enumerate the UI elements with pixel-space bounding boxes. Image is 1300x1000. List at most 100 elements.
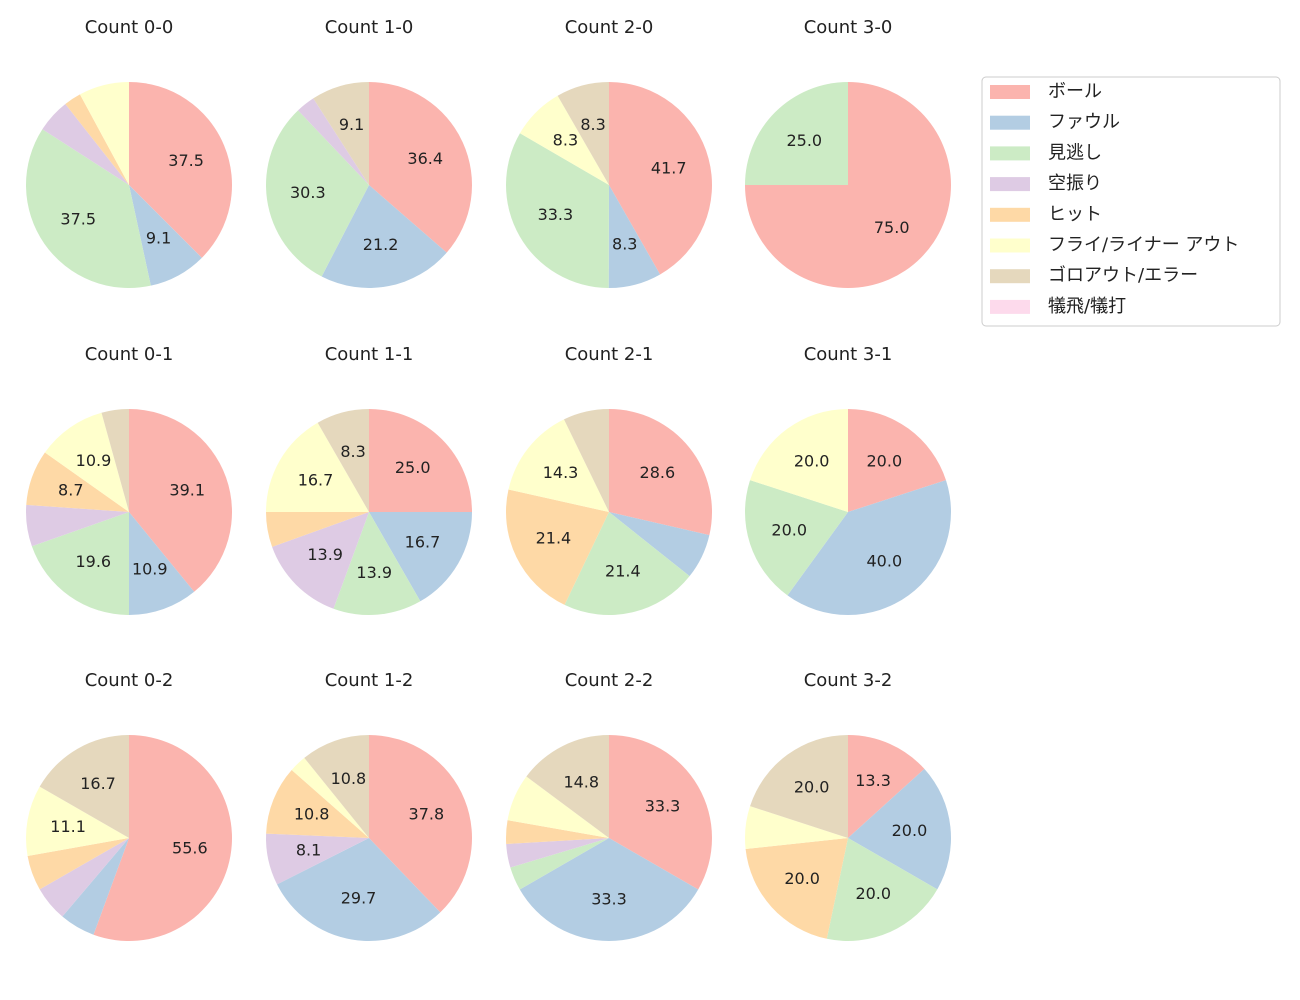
legend-swatch	[990, 299, 1030, 314]
slice-label: 37.5	[60, 210, 96, 229]
pie-slice	[25, 129, 151, 289]
legend-label: ボール	[1048, 81, 1102, 102]
pie-title: Count 2-1	[565, 344, 654, 365]
pie-slice	[507, 776, 609, 838]
slice-label: 13.3	[855, 771, 891, 790]
legend-label: 犠飛/犠打	[1048, 296, 1126, 317]
pie-slice	[609, 82, 712, 275]
slice-label: 28.6	[640, 463, 676, 482]
pie-slice	[25, 504, 130, 547]
pie: Count 0-1 39.1 10.9 19.6 8.7 10.9	[25, 344, 232, 615]
slice-label: 20.0	[771, 521, 807, 540]
slice-label: 29.7	[341, 888, 377, 907]
legend-swatch	[990, 207, 1030, 222]
pie-slice	[317, 409, 369, 512]
slice-label: 20.0	[855, 884, 891, 903]
pie-slice	[750, 409, 848, 512]
legend-swatch	[990, 146, 1030, 161]
pie-title: Count 3-1	[804, 344, 893, 365]
slice-label: 30.3	[290, 183, 326, 202]
slice-label: 20.0	[794, 452, 830, 471]
slice-label: 25.0	[395, 458, 431, 477]
slice-label: 8.3	[612, 234, 637, 253]
pie-title: Count 2-0	[565, 17, 654, 38]
pie: Count 1-1 25.0 16.7 13.9 13.9 16.7 8.3	[266, 344, 472, 615]
pie-slice	[298, 98, 369, 185]
slice-label: 41.7	[651, 159, 687, 178]
legend-label: ヒット	[1048, 204, 1102, 225]
legend-swatch	[990, 238, 1030, 253]
pie-slice	[526, 735, 609, 838]
pie-slice	[745, 838, 848, 939]
pie-slice	[31, 512, 129, 615]
pie-slice	[510, 838, 609, 890]
pie-slice	[266, 512, 369, 547]
slice-label: 21.4	[605, 562, 641, 581]
pie-slice	[101, 409, 129, 512]
slice-label: 20.0	[794, 778, 830, 797]
slice-label: 20.0	[892, 821, 928, 840]
slice-label: 14.3	[543, 463, 579, 482]
pie-slice	[26, 452, 130, 512]
slice-label: 33.3	[538, 205, 574, 224]
pie-title: Count 0-1	[85, 344, 174, 365]
pie-slice	[79, 82, 129, 185]
pie-slice	[42, 104, 130, 185]
pie-slice	[65, 94, 129, 185]
pie-slice	[609, 735, 712, 890]
slice-label: 25.0	[786, 131, 822, 150]
pie-slice	[826, 838, 938, 941]
slice-label: 9.1	[146, 229, 171, 248]
slice-label: 10.9	[132, 560, 168, 579]
pie-slice	[563, 409, 609, 512]
pie: Count 1-2 37.8 29.7 8.1 10.810.8	[266, 670, 473, 941]
legend-swatch	[990, 269, 1030, 284]
slice-label: 10.9	[76, 451, 112, 470]
pie-title: Count 3-2	[804, 670, 893, 691]
pie-slice	[506, 133, 609, 288]
pie: Count 2-041.78.333.38.38.3	[506, 17, 712, 288]
pie-slice	[44, 412, 130, 512]
pie-slice	[277, 838, 441, 941]
pie: Count 1-0 36.4 21.2 30.3 9.1	[266, 17, 472, 288]
slice-label: 75.0	[874, 218, 910, 237]
pie-slice	[39, 735, 129, 838]
slice-label: 8.3	[553, 131, 578, 150]
slice-label: 8.7	[58, 481, 83, 500]
slice-label: 11.1	[50, 817, 86, 836]
pie-slice	[321, 185, 447, 288]
pie: Count 3-2 13.3 20.0 20.0 20.0 20.0	[745, 670, 952, 941]
slice-label: 37.5	[168, 151, 204, 170]
pie-slice	[609, 512, 710, 577]
slice-label: 10.8	[331, 769, 367, 788]
pie-slice	[62, 838, 129, 935]
pie-slice	[608, 185, 661, 288]
pie-slice	[266, 110, 369, 277]
pie-slice	[506, 820, 609, 844]
pie-slice	[564, 512, 690, 615]
pie-title: Count 1-2	[325, 670, 414, 691]
pie: Count 3-1 20.0 40.0 20.0 20.0	[745, 344, 951, 615]
slice-label: 8.3	[580, 115, 605, 134]
pie-slice	[291, 757, 369, 838]
pie: Count 0-2 55.6 11.1 16.7	[25, 670, 233, 941]
pie-slice	[519, 95, 609, 185]
pie-title: Count 1-1	[325, 344, 414, 365]
pie-slice	[745, 82, 848, 185]
slice-label: 40.0	[867, 551, 903, 570]
slice-label: 14.8	[563, 772, 599, 791]
pie-slice	[369, 82, 472, 253]
slice-label: 20.0	[784, 869, 820, 888]
slice-label: 9.1	[339, 115, 364, 134]
slice-label: 10.8	[294, 804, 330, 823]
pie-slice	[557, 82, 609, 185]
legend-label: ゴロアウト/エラー	[1048, 265, 1198, 286]
legend-label: 空振り	[1048, 173, 1102, 194]
pie-slice	[745, 806, 848, 849]
legend-frame	[981, 76, 1281, 327]
pie-slice	[93, 735, 233, 941]
slice-label: 37.8	[409, 804, 445, 823]
pie-slice	[313, 82, 369, 185]
slice-label: 21.2	[363, 235, 399, 254]
